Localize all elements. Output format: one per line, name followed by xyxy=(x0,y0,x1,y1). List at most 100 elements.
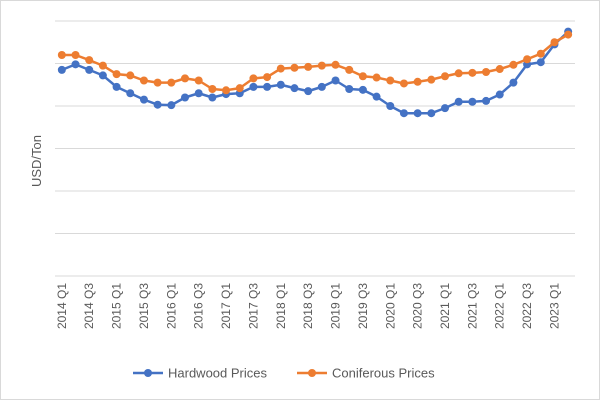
x-tick-label: 2022 Q1 xyxy=(493,283,507,329)
gridlines xyxy=(55,20,575,277)
x-axis-ticks: 2014 Q1 2014 Q3 2015 Q1 2015 Q3 2016 Q1 2016 … xyxy=(55,283,562,329)
data-point xyxy=(550,38,559,47)
data-point xyxy=(509,60,518,69)
legend-label: Coniferous Prices xyxy=(332,366,435,381)
data-point xyxy=(263,82,272,91)
x-tick-label: 2020 Q1 xyxy=(383,283,397,329)
data-point xyxy=(427,109,436,118)
data-point xyxy=(98,71,107,80)
data-point xyxy=(71,60,80,69)
data-point xyxy=(454,97,463,106)
legend-swatch-marker xyxy=(144,369,152,377)
legend: Hardwood Prices Coniferous Prices xyxy=(133,366,435,381)
data-point xyxy=(536,49,545,58)
data-point xyxy=(317,82,326,91)
data-point xyxy=(536,58,545,67)
data-point xyxy=(427,75,436,84)
data-point xyxy=(331,76,340,85)
data-point xyxy=(85,56,94,65)
data-point xyxy=(386,76,395,85)
data-point xyxy=(181,74,189,83)
data-point xyxy=(495,65,504,74)
data-point xyxy=(331,60,340,69)
data-point xyxy=(167,78,176,87)
data-point xyxy=(139,76,148,85)
x-tick-label: 2014 Q3 xyxy=(82,283,96,329)
series-line-1 xyxy=(60,30,570,115)
data-point xyxy=(290,84,299,93)
data-point xyxy=(112,82,121,91)
x-tick-label: 2018 Q1 xyxy=(274,283,288,329)
data-point xyxy=(482,96,491,105)
x-tick-label: 2022 Q3 xyxy=(520,283,534,329)
data-point xyxy=(208,85,217,93)
data-point xyxy=(454,69,463,78)
data-point xyxy=(468,97,477,106)
x-tick-label: 2021 Q1 xyxy=(438,283,452,329)
data-point xyxy=(372,73,381,82)
data-point xyxy=(85,65,94,74)
y-axis-label: USD/Ton xyxy=(29,135,44,187)
data-point xyxy=(304,87,313,96)
data-point xyxy=(509,78,518,87)
x-tick-label: 2015 Q3 xyxy=(137,283,151,329)
data-point xyxy=(345,85,354,93)
data-point xyxy=(249,74,258,83)
data-point xyxy=(139,95,148,104)
data-point xyxy=(235,84,244,93)
data-point xyxy=(98,61,107,70)
x-tick-label: 2014 Q1 xyxy=(55,283,69,329)
x-tick-label: 2020 Q3 xyxy=(411,283,425,329)
data-point xyxy=(386,102,395,110)
data-point xyxy=(126,89,135,98)
series-line-2 xyxy=(60,33,570,92)
data-point xyxy=(181,93,189,102)
x-tick-label: 2015 Q1 xyxy=(110,283,124,329)
data-point xyxy=(222,86,231,95)
data-point xyxy=(304,62,313,71)
data-point xyxy=(263,73,272,82)
data-point xyxy=(167,101,176,110)
data-point xyxy=(276,64,285,73)
data-point xyxy=(564,30,573,39)
data-point xyxy=(523,55,532,64)
data-point xyxy=(358,72,367,81)
x-tick-label: 2017 Q1 xyxy=(219,283,233,329)
data-point xyxy=(413,77,422,86)
x-tick-label: 2019 Q3 xyxy=(356,283,370,329)
data-point xyxy=(57,51,66,59)
data-point xyxy=(194,76,203,85)
data-point xyxy=(126,71,135,80)
data-point xyxy=(194,89,203,98)
data-point xyxy=(71,51,80,59)
data-point xyxy=(153,78,162,87)
data-point xyxy=(345,65,354,74)
x-tick-label: 2018 Q3 xyxy=(301,283,315,329)
series-layer xyxy=(57,27,573,118)
x-tick-label: 2023 Q1 xyxy=(547,283,561,329)
data-point xyxy=(399,79,408,88)
data-point xyxy=(208,93,217,102)
legend-label: Hardwood Prices xyxy=(168,366,267,381)
legend-swatch-marker xyxy=(308,369,316,377)
data-point xyxy=(441,72,449,81)
data-point xyxy=(468,68,477,77)
data-point xyxy=(358,85,367,94)
x-tick-label: 2021 Q3 xyxy=(465,283,479,329)
x-tick-label: 2016 Q3 xyxy=(192,283,206,329)
x-tick-label: 2017 Q3 xyxy=(246,283,260,329)
data-point xyxy=(495,90,504,99)
data-point xyxy=(290,63,299,72)
data-point xyxy=(249,82,258,91)
x-tick-label: 2019 Q1 xyxy=(329,283,343,329)
data-point xyxy=(399,109,408,118)
data-point xyxy=(372,92,381,101)
data-point xyxy=(441,104,449,113)
data-point xyxy=(57,65,66,74)
data-point xyxy=(413,109,422,118)
data-point xyxy=(317,61,326,70)
x-tick-label: 2016 Q1 xyxy=(164,283,178,329)
data-point xyxy=(276,80,285,89)
